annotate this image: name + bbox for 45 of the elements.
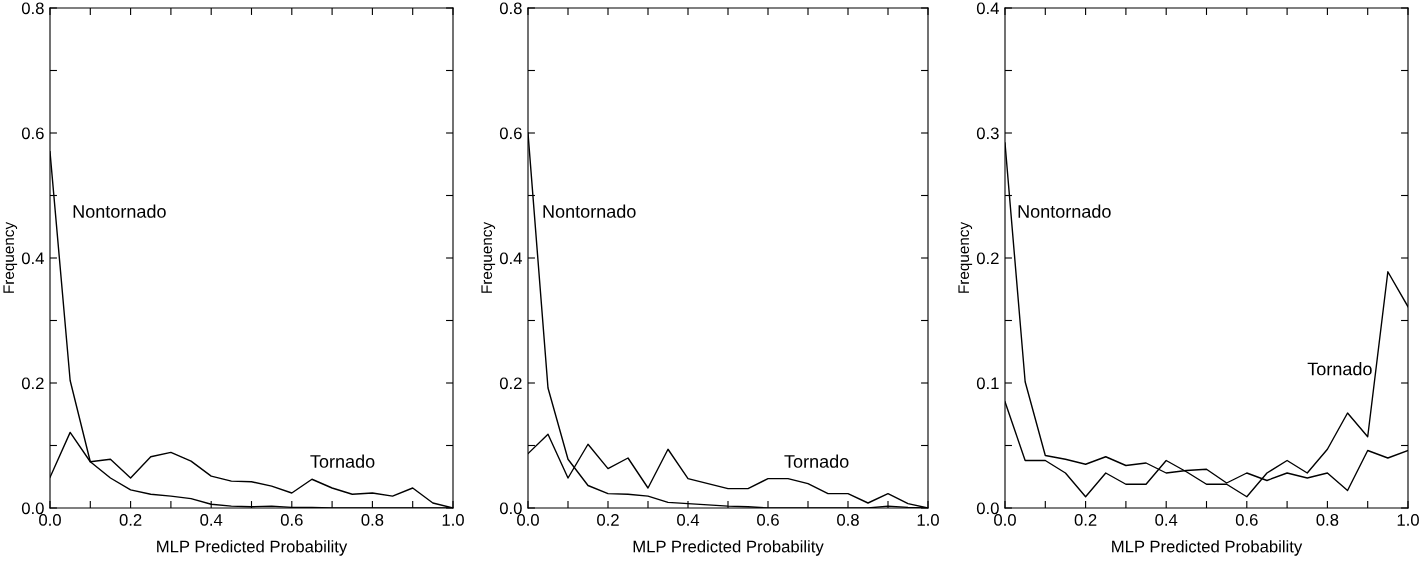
annotation: Nontornado — [1018, 204, 1111, 218]
y-tick-label: 0.4 — [976, 2, 999, 15]
y-tick-label: 0.2 — [499, 377, 522, 390]
annotation: Tornado — [784, 454, 849, 468]
y-axis-title: Frequency — [958, 221, 973, 293]
y-tick-label: 0.1 — [976, 377, 999, 390]
y-tick-label: 0.8 — [499, 2, 522, 15]
x-axis-title: MLP Predicted Probability — [157, 540, 348, 556]
x-tick-label: 0.8 — [837, 514, 859, 526]
y-tick-label: 0.2 — [976, 252, 999, 265]
x-tick-label: 0.4 — [1155, 514, 1178, 526]
annotation: Tornado — [310, 454, 375, 468]
y-axis-title: Frequency — [3, 221, 18, 293]
y-tick-label: 0.4 — [499, 252, 522, 265]
y-tick-label: 0.6 — [499, 127, 522, 140]
y-tick-label: 0.6 — [21, 127, 44, 140]
y-tick-label: 0.0 — [976, 502, 999, 515]
x-tick-label: 0.8 — [361, 514, 384, 526]
x-tick-label: 0.2 — [597, 514, 619, 526]
x-tick-label: 0.8 — [1316, 514, 1339, 526]
x-tick-label: 0.2 — [1074, 514, 1097, 526]
y-tick-label: 0.2 — [21, 377, 44, 390]
x-tick-label: 0.0 — [994, 514, 1016, 526]
x-tick-label: 0.0 — [39, 514, 61, 526]
x-tick-label: 0.6 — [757, 514, 779, 526]
y-tick-label: 0.0 — [499, 502, 522, 515]
x-tick-label: 0.0 — [517, 514, 539, 526]
x-tick-label: 0.4 — [677, 514, 700, 526]
x-tick-label: 1.0 — [1397, 514, 1419, 526]
y-tick-label: 0.4 — [21, 252, 44, 265]
annotation: Nontornado — [73, 204, 166, 218]
x-axis-title: MLP Predicted Probability — [1112, 540, 1303, 556]
x-axis-title: MLP Predicted Probability — [633, 540, 824, 556]
x-tick-label: 0.6 — [280, 514, 303, 526]
annotation: Nontornado — [543, 204, 636, 218]
x-tick-label: 0.6 — [1235, 514, 1258, 526]
x-tick-label: 1.0 — [442, 514, 464, 526]
y-axis-title: Frequency — [481, 221, 496, 293]
x-tick-label: 1.0 — [917, 514, 939, 526]
y-tick-label: 0.3 — [976, 127, 999, 140]
x-tick-label: 0.2 — [119, 514, 142, 526]
y-tick-label: 0.0 — [21, 502, 44, 515]
y-tick-label: 0.8 — [21, 2, 44, 15]
annotation: Tornado — [1307, 362, 1372, 376]
x-tick-label: 0.4 — [200, 514, 223, 526]
